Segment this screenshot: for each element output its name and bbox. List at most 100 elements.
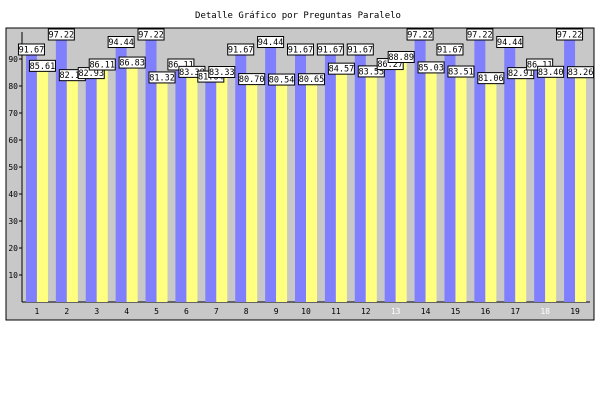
data-label: 82.91 <box>508 69 534 79</box>
data-label-box <box>137 28 165 41</box>
bar-s1 <box>115 47 127 303</box>
bar-s1 <box>534 69 546 303</box>
data-label: 97.22 <box>557 31 583 41</box>
bar-s1 <box>265 47 277 303</box>
data-label: 83.38 <box>179 68 205 78</box>
x-tick-label: 17 <box>510 307 520 316</box>
data-label: 97.22 <box>138 31 164 41</box>
x-tick-label: 16 <box>481 307 491 316</box>
x-tick-label: 18 <box>540 307 550 316</box>
data-label-box <box>447 65 475 78</box>
data-label: 88.89 <box>388 53 414 63</box>
bar-s2 <box>246 84 258 302</box>
data-label: 86.11 <box>89 61 115 71</box>
bar-s1 <box>295 54 306 303</box>
data-label-box <box>477 72 505 85</box>
data-label-box <box>107 36 135 49</box>
data-label-box <box>556 28 584 41</box>
data-label: 82.16 <box>60 71 86 81</box>
data-label-box <box>436 43 464 56</box>
data-label-box <box>148 71 176 84</box>
x-tick-label: 4 <box>124 307 129 316</box>
y-tick-label: 90 <box>8 55 18 64</box>
bar-s2 <box>455 76 467 302</box>
y-tick-label: 60 <box>8 136 18 145</box>
data-label: 91.67 <box>318 45 344 55</box>
bar-s2 <box>485 83 497 302</box>
bar-s1 <box>384 69 396 302</box>
x-tick-label: 3 <box>94 307 99 316</box>
data-label: 91.67 <box>288 45 314 55</box>
data-label: 83.55 <box>358 67 384 77</box>
x-tick-label: 15 <box>451 307 461 316</box>
data-label-box <box>357 65 385 78</box>
data-label: 82.93 <box>78 69 104 79</box>
chart-title: Detalle Gráfico por Preguntas Paralelo <box>195 11 401 21</box>
data-label: 80.70 <box>239 75 265 85</box>
data-label: 83.40 <box>538 68 564 78</box>
data-label-box <box>316 43 344 56</box>
bar-s2 <box>545 76 557 302</box>
data-label: 80.65 <box>299 75 325 85</box>
data-label-box <box>28 59 56 72</box>
data-label: 85.61 <box>30 62 56 72</box>
data-label: 83.33 <box>209 68 235 78</box>
data-label-box <box>387 50 415 63</box>
bar-s2 <box>36 70 48 302</box>
y-tick-label: 80 <box>8 82 18 91</box>
bar-s2 <box>365 76 377 302</box>
data-label: 97.22 <box>407 31 433 41</box>
data-label-box <box>346 43 374 56</box>
data-label: 91.67 <box>19 45 45 55</box>
data-label-box <box>17 43 45 56</box>
bar-s1 <box>474 39 486 302</box>
bar-s1 <box>564 39 576 302</box>
bar-s2 <box>515 78 527 302</box>
data-label-box <box>287 43 314 56</box>
bar-s2 <box>66 80 78 302</box>
y-tick-label: 70 <box>8 109 18 118</box>
x-tick-label: 8 <box>244 307 249 316</box>
bar-s1 <box>444 54 456 303</box>
data-label: 81.06 <box>478 74 504 84</box>
x-tick-label: 10 <box>301 307 311 316</box>
data-label: 84.57 <box>329 65 355 75</box>
bar-s1 <box>235 54 247 303</box>
data-label-box <box>466 28 494 41</box>
data-label-box <box>118 56 146 69</box>
data-label: 86.27 <box>377 60 403 70</box>
data-label-box <box>47 28 75 41</box>
bar-s1 <box>25 54 37 303</box>
x-tick-label: 6 <box>184 307 189 316</box>
data-label: 97.22 <box>49 31 75 41</box>
y-tick-label: 50 <box>8 163 18 172</box>
data-label-box <box>406 28 434 41</box>
data-label: 97.22 <box>467 31 493 41</box>
data-label-box <box>496 36 524 49</box>
x-tick-label: 1 <box>35 307 40 316</box>
data-label-box <box>227 43 255 56</box>
data-label-box <box>238 73 266 86</box>
data-label: 81.32 <box>149 73 175 83</box>
data-labels: 91.6785.6197.2282.1682.9386.1194.4486.83… <box>17 28 595 86</box>
x-tick-label: 12 <box>361 307 371 316</box>
data-label-box <box>257 36 285 49</box>
bar-s1 <box>145 39 157 302</box>
bar-s2 <box>575 77 587 302</box>
bar-s1 <box>354 54 366 303</box>
bar-s1 <box>414 39 426 302</box>
data-label-box <box>268 73 296 86</box>
bar-s2 <box>126 67 138 303</box>
data-label: 94.44 <box>497 38 523 48</box>
bar-s2 <box>335 73 347 302</box>
data-label-box <box>567 66 595 79</box>
bar-s1 <box>205 81 217 303</box>
data-label: 94.44 <box>108 38 134 48</box>
y-tick-label: 30 <box>8 217 18 226</box>
data-label-box <box>507 67 535 80</box>
data-label: 85.03 <box>418 63 444 73</box>
bar-s1 <box>85 78 97 303</box>
bar-s2 <box>216 77 228 302</box>
data-label-box <box>417 61 445 74</box>
